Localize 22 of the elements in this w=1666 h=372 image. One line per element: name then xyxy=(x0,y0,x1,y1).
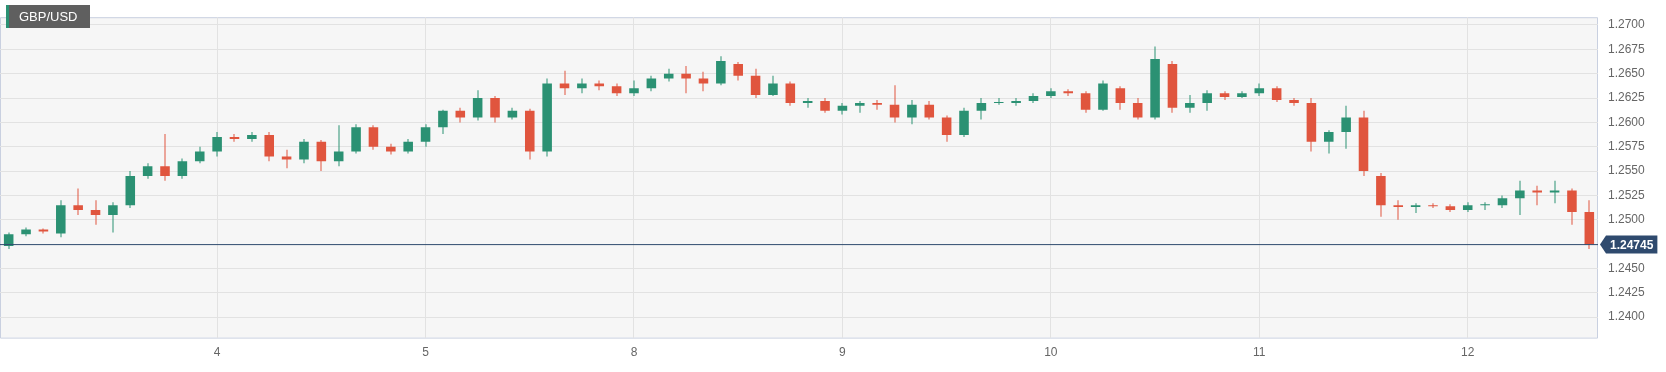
y-tick-label: 1.2500 xyxy=(1608,212,1646,227)
y-tick-label: 1.2650 xyxy=(1608,66,1646,80)
x-tick-label: 4 xyxy=(213,345,221,360)
ref-line-label: 1.24745 xyxy=(1610,237,1654,252)
y-tick-label: 1.2425 xyxy=(1608,285,1646,300)
x-tick-label: 10 xyxy=(1044,345,1058,360)
y-tick-label: 1.2575 xyxy=(1608,139,1646,154)
y-tick-label: 1.2675 xyxy=(1608,41,1646,56)
y-tick-label: 1.2600 xyxy=(1608,114,1646,129)
x-tick-label: 5 xyxy=(422,345,430,360)
x-tick-label: 12 xyxy=(1461,345,1475,360)
y-tick-label: 1.2550 xyxy=(1608,163,1646,178)
x-tick-label: 9 xyxy=(839,345,847,360)
x-tick-label: 8 xyxy=(630,345,638,360)
y-tick-label: 1.2625 xyxy=(1608,90,1646,105)
y-tick-label: 1.2700 xyxy=(1608,17,1646,32)
y-tick-label: 1.2400 xyxy=(1608,309,1646,324)
x-tick-label: 11 xyxy=(1253,345,1266,360)
y-tick-label: 1.2450 xyxy=(1608,260,1646,275)
y-tick-label: 1.2525 xyxy=(1608,187,1646,202)
candlestick xyxy=(1393,200,1404,220)
chart-title: GBP/USD xyxy=(6,5,90,28)
